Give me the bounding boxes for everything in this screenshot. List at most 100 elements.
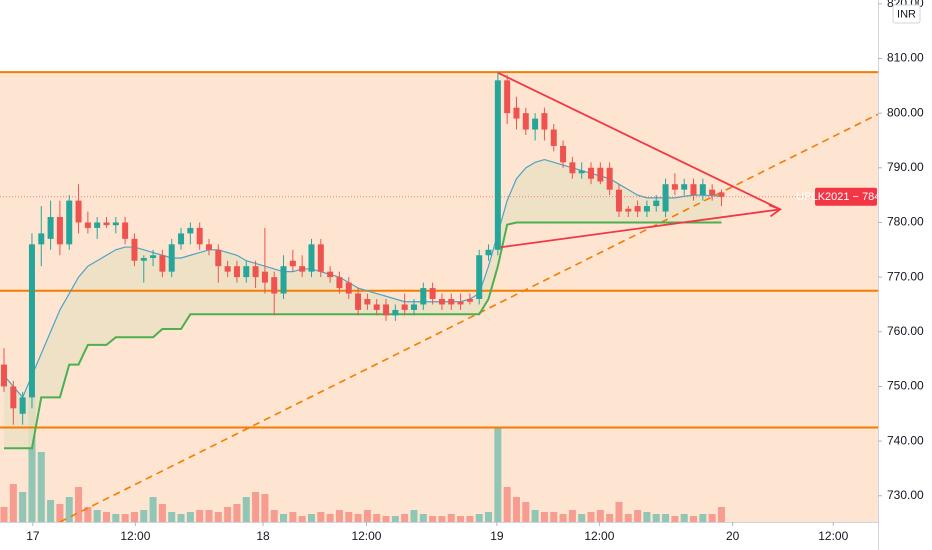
candle-body xyxy=(401,304,408,310)
volume-bar xyxy=(317,512,325,522)
candle-body xyxy=(532,118,539,130)
volume-bar xyxy=(596,510,604,522)
volume-bar xyxy=(550,512,558,522)
x-tick-label: 19 xyxy=(490,529,504,543)
volume-bar xyxy=(662,514,670,522)
candle-body xyxy=(504,80,511,114)
candle-body xyxy=(662,184,669,212)
volume-bar xyxy=(699,514,707,522)
candle-body xyxy=(653,200,660,207)
volume-bar xyxy=(680,514,688,522)
volume-bar xyxy=(56,504,64,522)
candle-body xyxy=(634,206,641,212)
volume-bar xyxy=(224,507,232,522)
volume-bar xyxy=(19,492,27,522)
candle-body xyxy=(625,208,632,212)
candle-body xyxy=(75,200,82,223)
candle-body xyxy=(550,129,557,146)
candle-body xyxy=(522,113,529,130)
x-tick-label: 17 xyxy=(26,529,40,543)
y-tick-label: 780.00 xyxy=(887,215,924,229)
x-tick-label: 20 xyxy=(726,529,740,543)
y-tick-label: 760.00 xyxy=(887,324,924,338)
candle-body xyxy=(513,107,520,119)
candle-body xyxy=(103,222,110,226)
candle-body xyxy=(690,184,697,196)
candle-body xyxy=(38,233,45,245)
candle-body xyxy=(215,249,222,267)
price-tag-box xyxy=(815,187,877,206)
candle-body xyxy=(457,301,464,305)
candle-body xyxy=(243,266,250,278)
volume-bar xyxy=(485,512,493,522)
candle-body xyxy=(122,222,129,239)
volume-bar xyxy=(615,502,623,522)
volume-bar xyxy=(429,516,437,522)
volume-bar xyxy=(140,510,148,522)
x-tick-label: 18 xyxy=(256,529,270,543)
candle-body xyxy=(345,282,352,294)
candle-body xyxy=(681,184,688,190)
volume-bar xyxy=(559,514,567,522)
candle-body xyxy=(28,244,35,398)
candle-body xyxy=(150,255,157,258)
volume-bar xyxy=(578,514,586,522)
volume-bar xyxy=(531,510,539,522)
candle-body xyxy=(187,227,194,234)
candle-body xyxy=(47,216,54,239)
price-tag: UPLK2021 − 784.70 xyxy=(796,191,895,203)
volume-bar xyxy=(494,428,502,522)
candle-body xyxy=(280,266,287,294)
volume-bar xyxy=(373,514,381,522)
currency-box xyxy=(892,4,921,24)
volume-bar xyxy=(540,512,548,522)
candle-body xyxy=(588,167,595,179)
volume-bar xyxy=(634,510,642,522)
volume-bar xyxy=(568,510,576,522)
candle-body xyxy=(383,304,390,316)
price-axis-bg xyxy=(878,0,932,550)
volume-bar xyxy=(475,514,483,522)
y-tick-label: 790.00 xyxy=(887,160,924,174)
candle-body xyxy=(671,184,678,190)
volume-bar xyxy=(37,452,45,522)
x-tick-label: 12:00 xyxy=(120,529,150,543)
volume-bar xyxy=(708,514,716,522)
candle-body xyxy=(224,266,231,272)
time-axis-bg xyxy=(0,522,878,550)
volume-bar xyxy=(186,512,194,522)
volume-bar xyxy=(307,514,315,522)
trend-line xyxy=(59,113,878,522)
volume-bar xyxy=(671,516,679,522)
candle-body xyxy=(392,309,399,316)
volume-bar xyxy=(624,514,632,522)
volume-bar xyxy=(587,512,595,522)
volume-bar xyxy=(103,512,111,522)
candle-body xyxy=(271,277,278,294)
volume-bar xyxy=(130,512,138,522)
volume-bar xyxy=(261,494,269,522)
volume-bar xyxy=(149,497,157,522)
x-tick-label: 12:00 xyxy=(818,529,848,543)
y-tick-label: 770.00 xyxy=(887,269,924,283)
candle-body xyxy=(252,266,259,278)
volume-bar xyxy=(280,514,288,522)
volume-bar xyxy=(214,512,222,522)
candle-body xyxy=(140,257,147,261)
candle-body xyxy=(364,298,371,305)
candle-body xyxy=(233,266,240,278)
volume-bar xyxy=(503,487,511,522)
candle-body xyxy=(429,288,436,299)
x-tick-label: 12:00 xyxy=(351,529,381,543)
volume-bar xyxy=(47,500,55,522)
volume-bar xyxy=(93,510,101,522)
candle-body xyxy=(438,298,445,305)
y-tick-label: 800.00 xyxy=(887,105,924,119)
candle-body xyxy=(466,298,473,302)
volume-bar xyxy=(289,512,297,522)
candle-body xyxy=(448,298,455,305)
triangle-line xyxy=(497,208,781,249)
volume-bar xyxy=(447,514,455,522)
